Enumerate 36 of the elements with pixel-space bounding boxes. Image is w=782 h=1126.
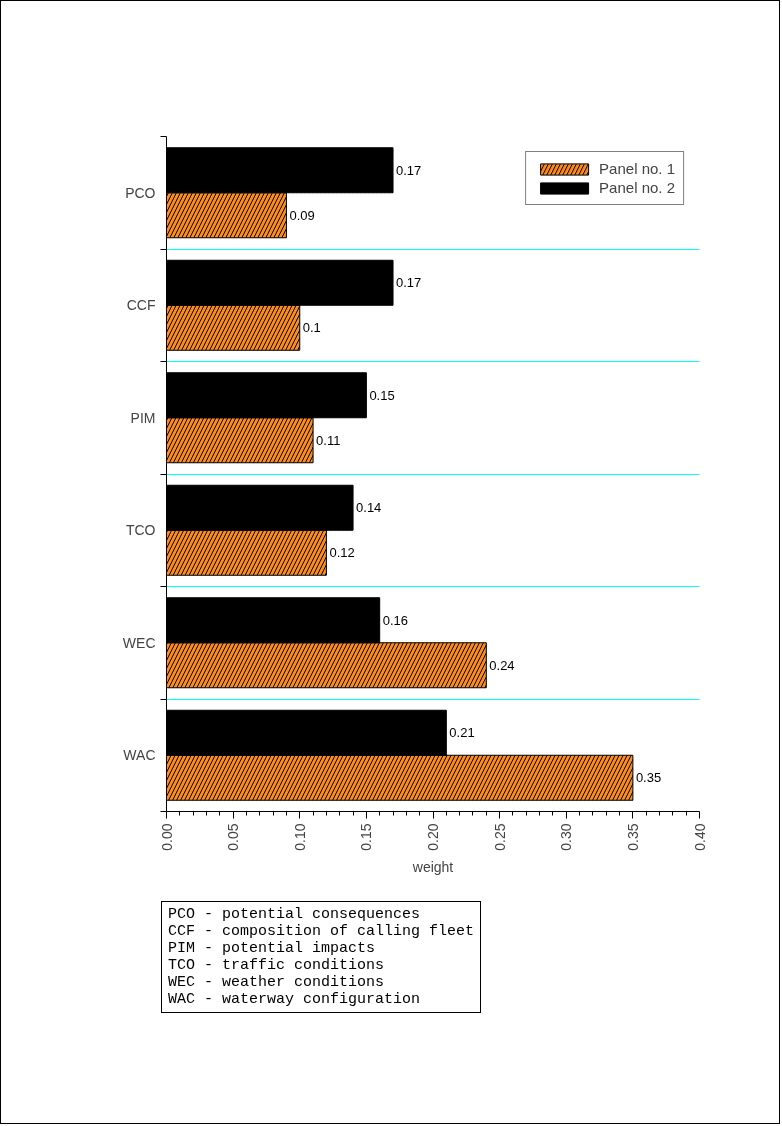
x-tick-label: 0.20 <box>425 823 441 851</box>
data-label: 0.12 <box>329 545 355 561</box>
data-label: 0.17 <box>396 275 422 291</box>
y-tick-label: WAC <box>123 747 156 764</box>
x-tick-label: 0.05 <box>225 823 242 851</box>
legend-label: Panel no. 2 <box>599 179 675 196</box>
data-label: 0.17 <box>396 162 422 178</box>
x-tick-label: 0.25 <box>491 823 508 851</box>
data-label: 0.11 <box>316 432 341 448</box>
x-tick-label: 0.15 <box>358 823 375 851</box>
x-tick-label: 0.35 <box>624 823 641 851</box>
x-tick-label: 0.30 <box>558 823 575 851</box>
x-axis-title: weight <box>411 858 454 875</box>
data-label: 0.16 <box>382 612 409 628</box>
x-tick-label: 0.40 <box>691 823 708 851</box>
x-tick-label: 0.00 <box>158 823 175 851</box>
data-label: 0.09 <box>289 207 315 223</box>
data-label: 0.35 <box>635 770 662 786</box>
data-label: 0.14 <box>356 500 382 516</box>
y-tick-label: WEC <box>122 634 156 651</box>
y-tick-label: PIM <box>130 409 156 426</box>
legend-label: Panel no. 1 <box>599 160 675 177</box>
x-tick-label: 0.10 <box>291 823 308 851</box>
data-label: 0.21 <box>449 725 475 741</box>
data-label: 0.15 <box>369 387 395 403</box>
text: WAC - waterway configuration <box>168 991 421 1008</box>
data-label: 0.24 <box>489 657 515 673</box>
text: WEC - weather conditions <box>168 974 385 991</box>
text: TCO - traffic conditions <box>168 957 385 974</box>
y-tick-label: PCO <box>125 184 156 201</box>
data-label: 0.1 <box>302 320 321 336</box>
y-tick-label: CCF <box>126 297 156 314</box>
text: CCF - composition of calling fleet <box>168 923 475 940</box>
text: PIM - potential impacts <box>168 940 376 957</box>
text: PCO - potential consequences <box>168 906 421 923</box>
y-tick-label: TCO <box>125 522 156 539</box>
